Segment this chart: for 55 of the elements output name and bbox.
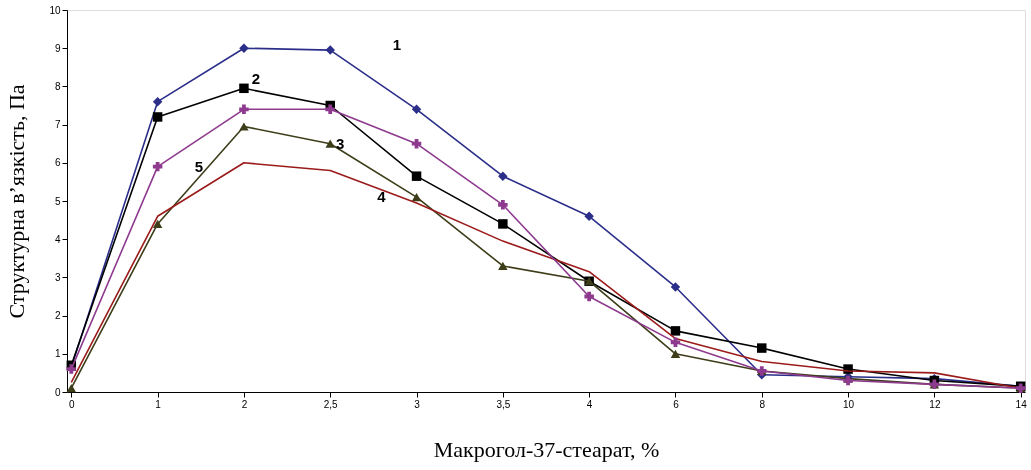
y-axis-title: Структурна в’язкість, Па	[4, 84, 30, 319]
y-tick-label: 0	[54, 386, 61, 398]
point	[152, 96, 163, 107]
y-tick-label: 8	[54, 80, 61, 92]
y-tick-label: 4	[54, 233, 61, 245]
y-tick-label: 6	[54, 157, 61, 169]
x-tick-label: 12	[929, 398, 941, 410]
y-tick-label: 5	[54, 195, 61, 207]
point	[152, 219, 163, 229]
x-tick-label: 1	[155, 398, 162, 410]
annotation: 1	[392, 36, 402, 53]
y-tick-label: 1	[54, 348, 61, 360]
x-tick-label: 10	[843, 398, 855, 410]
point	[584, 291, 594, 302]
y-tick-label: 3	[54, 271, 61, 283]
point	[239, 104, 249, 115]
annotation: 3	[336, 134, 345, 152]
point	[670, 326, 681, 336]
x-tick-label: 3,5	[496, 398, 511, 410]
point	[498, 171, 508, 181]
point	[498, 219, 508, 229]
x-tick-label: 0	[69, 398, 76, 410]
point	[411, 193, 422, 202]
point	[66, 384, 77, 393]
point	[757, 343, 767, 353]
y-tick-label: 2	[54, 310, 61, 322]
point	[152, 161, 163, 172]
point	[325, 104, 335, 115]
point	[670, 282, 681, 292]
y-tick-label: 10	[49, 4, 61, 16]
point	[411, 171, 422, 181]
point	[411, 104, 422, 115]
y-tick-label: 9	[54, 42, 61, 54]
point	[152, 112, 163, 122]
x-tick-label: 2,5	[323, 398, 339, 410]
x-tick-label: 4	[586, 398, 593, 410]
point	[325, 139, 335, 148]
y-tick-label: 7	[54, 119, 61, 131]
x-tick-label: 8	[759, 398, 766, 410]
point	[584, 211, 594, 222]
point	[325, 45, 335, 55]
x-tick-label: 2	[241, 398, 248, 410]
x-tick-label: 6	[673, 398, 680, 410]
x-tick-label: 14	[1015, 398, 1028, 410]
point	[239, 122, 249, 131]
point	[498, 200, 508, 210]
point	[670, 349, 681, 358]
point	[239, 83, 249, 94]
annotation: 5	[194, 157, 204, 175]
annotation: 4	[377, 188, 387, 206]
point	[498, 261, 508, 271]
point	[239, 43, 249, 53]
x-axis-title: Макрогол-37-стеарат, %	[433, 436, 660, 462]
annotation: 2	[251, 69, 261, 87]
x-tick-label: 3	[414, 398, 421, 410]
